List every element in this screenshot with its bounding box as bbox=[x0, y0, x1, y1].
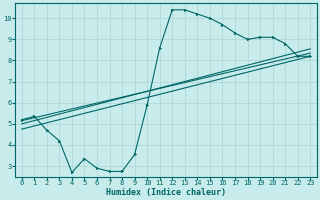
X-axis label: Humidex (Indice chaleur): Humidex (Indice chaleur) bbox=[106, 188, 226, 197]
